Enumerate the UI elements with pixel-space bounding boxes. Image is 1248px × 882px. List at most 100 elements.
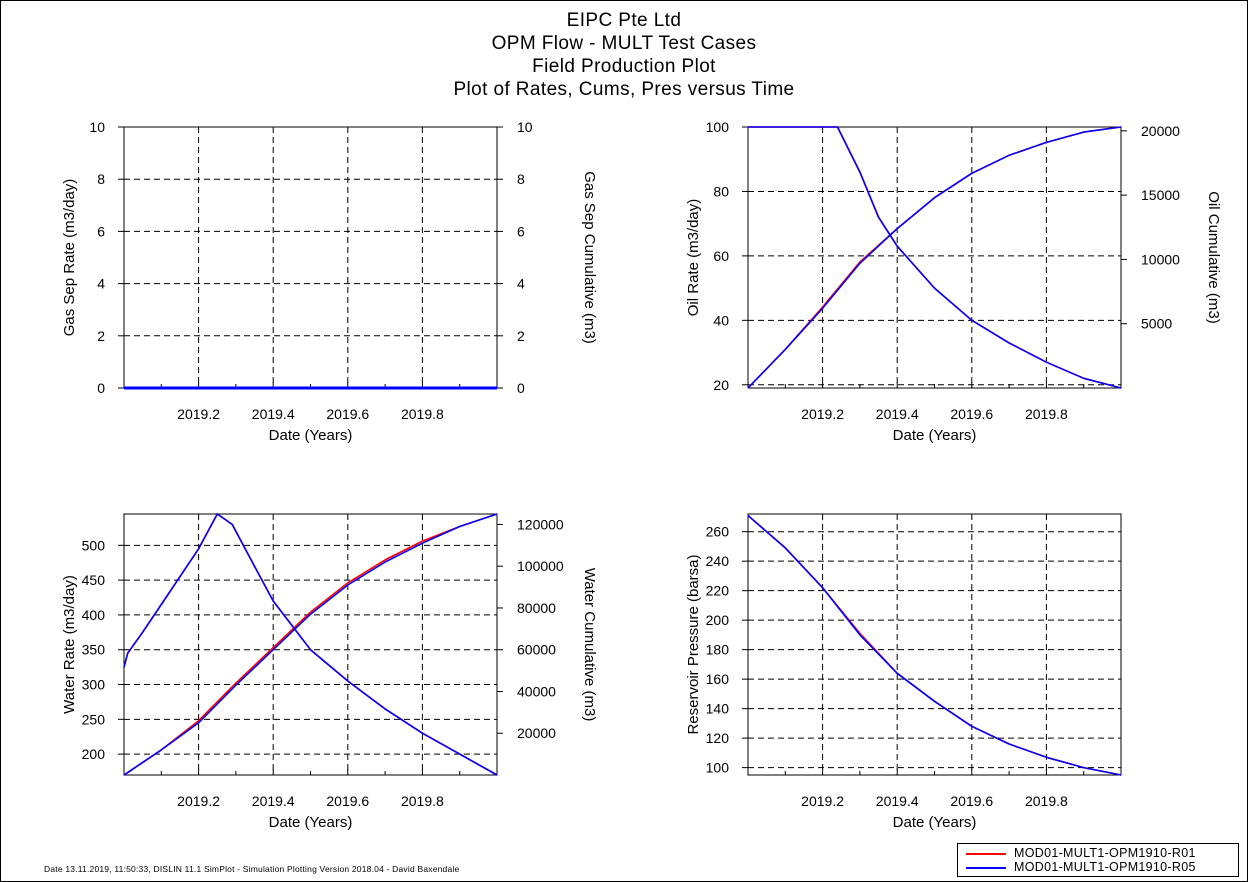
y-tick-label: 260	[706, 524, 730, 540]
y-tick-label: 10	[89, 119, 105, 135]
y-tick-label: 20	[713, 377, 729, 393]
x-tick-label: 2019.2	[177, 793, 220, 809]
x-tick-label: 2019.6	[950, 406, 993, 422]
y-tick-label: 4	[97, 276, 105, 292]
legend-swatch-r01	[966, 853, 1006, 855]
x-axis-label: Date (Years)	[269, 814, 353, 831]
y2-tick-label: 40000	[517, 683, 556, 699]
y-tick-label: 220	[706, 583, 730, 599]
legend-swatch-r05	[966, 867, 1006, 869]
x-tick-label: 2019.8	[401, 793, 444, 809]
x-axis-label: Date (Years)	[893, 427, 977, 444]
y2-tick-label: 20000	[1141, 123, 1180, 139]
plot-area	[123, 513, 498, 776]
plot-area	[747, 126, 1122, 389]
y-tick-label: 250	[82, 711, 106, 727]
y2-axis-label: Oil Cumulative (m3)	[1205, 191, 1222, 324]
y-tick-label: 100	[706, 119, 730, 135]
series-line	[747, 514, 1122, 776]
header-project: OPM Flow - MULT Test Cases	[491, 33, 757, 54]
y-tick-label: 140	[706, 701, 730, 717]
x-tick-label: 2019.2	[801, 406, 844, 422]
series-line	[748, 126, 1122, 389]
x-tick-label: 2019.4	[876, 793, 919, 809]
x-tick-label: 2019.2	[801, 793, 844, 809]
x-tick-label: 2019.6	[326, 793, 369, 809]
y-tick-label: 240	[706, 553, 730, 569]
x-tick-label: 2019.4	[876, 406, 919, 422]
series-line	[123, 513, 498, 776]
x-axis-label: Date (Years)	[269, 427, 353, 444]
legend-label-r05: MOD01-MULT1-OPM1910-R05	[1014, 860, 1196, 874]
plot-area	[123, 126, 498, 389]
series-line	[123, 513, 498, 776]
y2-tick-label: 10	[517, 119, 533, 135]
chart-2: 2019.2 2019.4 2019.6 2019.8 20 40 60 80 100 5000 1…	[685, 119, 1222, 444]
y-tick-label: 500	[82, 537, 106, 553]
header-plot-name: Field Production Plot	[532, 56, 716, 77]
y-tick-label: 8	[97, 171, 105, 187]
x-tick-label: 2019.4	[252, 406, 295, 422]
chart-4: 2019.2 2019.4 2019.6 2019.8 100 120 140 160 180 2…	[685, 513, 1122, 831]
y-tick-label: 200	[82, 746, 106, 762]
y2-tick-label: 120000	[517, 516, 564, 532]
series-line	[747, 126, 1122, 389]
series-line	[123, 513, 498, 776]
y-tick-label: 160	[706, 671, 730, 687]
header-company: EIPC Pte Ltd	[566, 10, 682, 31]
y2-tick-label: 6	[517, 223, 525, 239]
y-axis-label: Water Rate (m3/day)	[61, 575, 78, 714]
x-tick-label: 2019.8	[401, 406, 444, 422]
y2-axis-label: Water Cumulative (m3)	[581, 568, 598, 722]
legend: MOD01-MULT1-OPM1910-R01 MOD01-MULT1-OPM1…	[957, 843, 1239, 877]
y-tick-label: 450	[82, 572, 106, 588]
y-tick-label: 200	[706, 612, 730, 628]
y2-axis-label: Gas Sep Cumulative (m3)	[581, 171, 598, 344]
y-tick-label: 100	[706, 760, 730, 776]
y2-tick-label: 60000	[517, 642, 556, 658]
y-axis-label: Oil Rate (m3/day)	[685, 199, 702, 317]
x-tick-label: 2019.6	[326, 406, 369, 422]
y-tick-label: 60	[713, 248, 729, 264]
x-tick-label: 2019.6	[950, 793, 993, 809]
legend-label-r01: MOD01-MULT1-OPM1910-R01	[1014, 846, 1196, 860]
y-tick-label: 180	[706, 642, 730, 658]
y-axis-label: Reservoir Pressure (barsa)	[685, 554, 702, 734]
y2-tick-label: 2	[517, 328, 525, 344]
series-line	[747, 514, 1122, 776]
y2-tick-label: 0	[517, 380, 525, 396]
y2-tick-label: 20000	[517, 725, 556, 741]
header-plot-description: Plot of Rates, Cums, Pres versus Time	[453, 79, 795, 100]
legend-item-r05: MOD01-MULT1-OPM1910-R05	[964, 860, 1236, 874]
x-tick-label: 2019.8	[1025, 406, 1068, 422]
y-tick-label: 2	[97, 328, 105, 344]
chart-1: 2019.2 2019.4 2019.6 2019.8 0 2 4 6 8 10 0 2 4 6 8 10 Da…	[61, 119, 598, 444]
y-tick-label: 400	[82, 607, 106, 623]
x-tick-label: 2019.8	[1025, 793, 1068, 809]
series-line	[748, 126, 1122, 389]
y2-tick-label: 80000	[517, 600, 556, 616]
y-tick-label: 0	[97, 380, 105, 396]
x-axis-label: Date (Years)	[893, 814, 977, 831]
y-tick-label: 120	[706, 730, 730, 746]
y-axis-label: Gas Sep Rate (m3/day)	[61, 179, 78, 337]
legend-item-r01: MOD01-MULT1-OPM1910-R01	[964, 846, 1236, 860]
y2-tick-label: 8	[517, 171, 525, 187]
y-tick-label: 40	[713, 312, 729, 328]
y-tick-label: 6	[97, 223, 105, 239]
chart-3: 2019.2 2019.4 2019.6 2019.8 200 250 300 350 400 4…	[61, 513, 598, 831]
y-tick-label: 300	[82, 677, 106, 693]
footer-info: Date 13.11.2019, 11:50:33, DISLIN 11.1 S…	[44, 864, 460, 874]
y2-tick-label: 15000	[1141, 187, 1180, 203]
series-line	[747, 126, 1122, 389]
y2-tick-label: 4	[517, 276, 525, 292]
y2-tick-label: 100000	[517, 558, 564, 574]
x-tick-label: 2019.4	[252, 793, 295, 809]
y2-tick-label: 10000	[1141, 251, 1180, 267]
y-tick-label: 350	[82, 642, 106, 658]
plot-area	[747, 513, 1122, 776]
y-tick-label: 80	[713, 183, 729, 199]
x-tick-label: 2019.2	[177, 406, 220, 422]
y2-tick-label: 5000	[1141, 316, 1172, 332]
